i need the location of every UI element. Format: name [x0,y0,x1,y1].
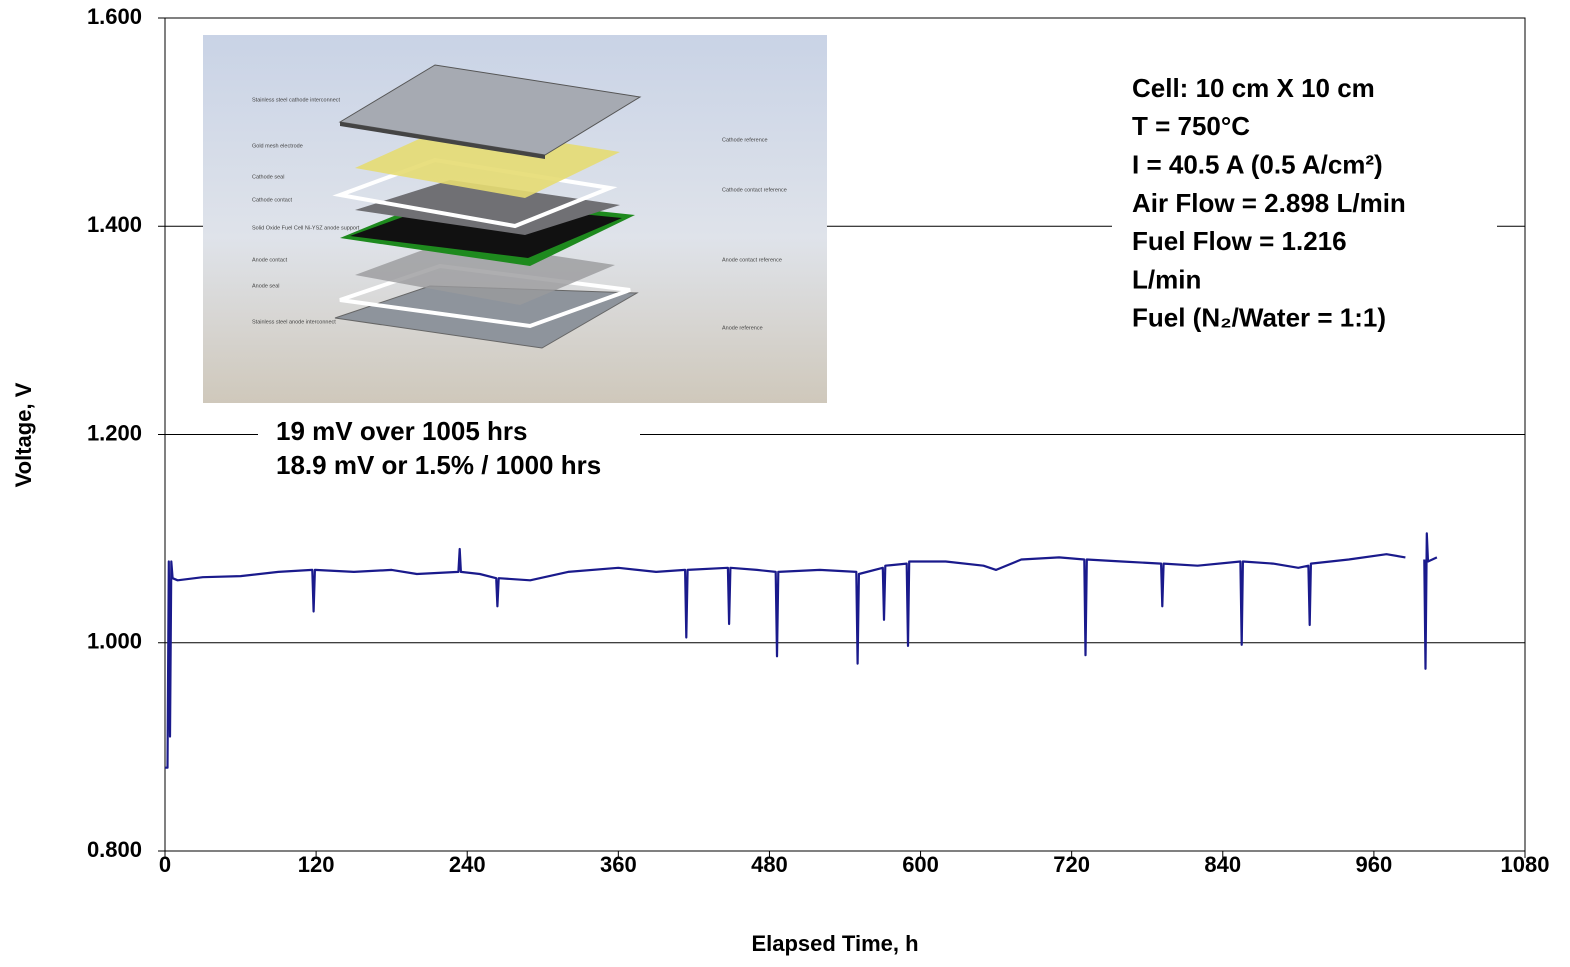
annotation-text: I = 40.5 A (0.5 A/cm²) [1132,149,1383,179]
inset-label: Solid Oxide Fuel Cell Ni-YSZ anode suppo… [252,225,360,231]
y-tick-label: 1.400 [87,212,142,237]
inset-label: Anode seal [252,283,280,289]
inset-label: Stainless steel anode interconnect [252,319,336,325]
inset-label: Anode contact [252,257,288,263]
y-tick-label: 1.600 [87,4,142,29]
annotation-text: Fuel Flow = 1.216 [1132,226,1347,256]
annotation-text: Cell: 10 cm X 10 cm [1132,73,1375,103]
y-tick-label: 1.200 [87,420,142,445]
x-axis-label: Elapsed Time, h [751,931,918,956]
inset-label: Cathode contact [252,197,293,203]
inset-label: Stainless steel cathode interconnect [252,97,341,103]
inset-label: Cathode seal [252,174,284,180]
inset-image [203,35,827,403]
annotation-text: Air Flow = 2.898 L/min [1132,188,1406,218]
inset-label: Cathode reference [722,137,768,143]
data-line [165,533,1437,767]
y-tick-label: 0.800 [87,837,142,862]
inset-label: Anode contact reference [722,257,782,263]
annotation-text: Fuel (N₂/Water = 1:1) [1132,303,1386,333]
annotation-text: L/min [1132,264,1201,294]
annotation-text: 18.9 mV or 1.5% / 1000 hrs [276,450,601,480]
annotation-text: 19 mV over 1005 hrs [276,416,528,446]
annotation-text: T = 750°C [1132,111,1250,141]
inset-label: Gold mesh electrode [252,143,303,149]
inset-label: Cathode contact reference [722,187,787,193]
inset-label: Anode reference [722,325,763,331]
y-axis-label: Voltage, V [11,382,36,487]
chart: Stainless steel cathode interconnect Gold… [0,0,1570,962]
y-tick-label: 1.000 [87,629,142,654]
